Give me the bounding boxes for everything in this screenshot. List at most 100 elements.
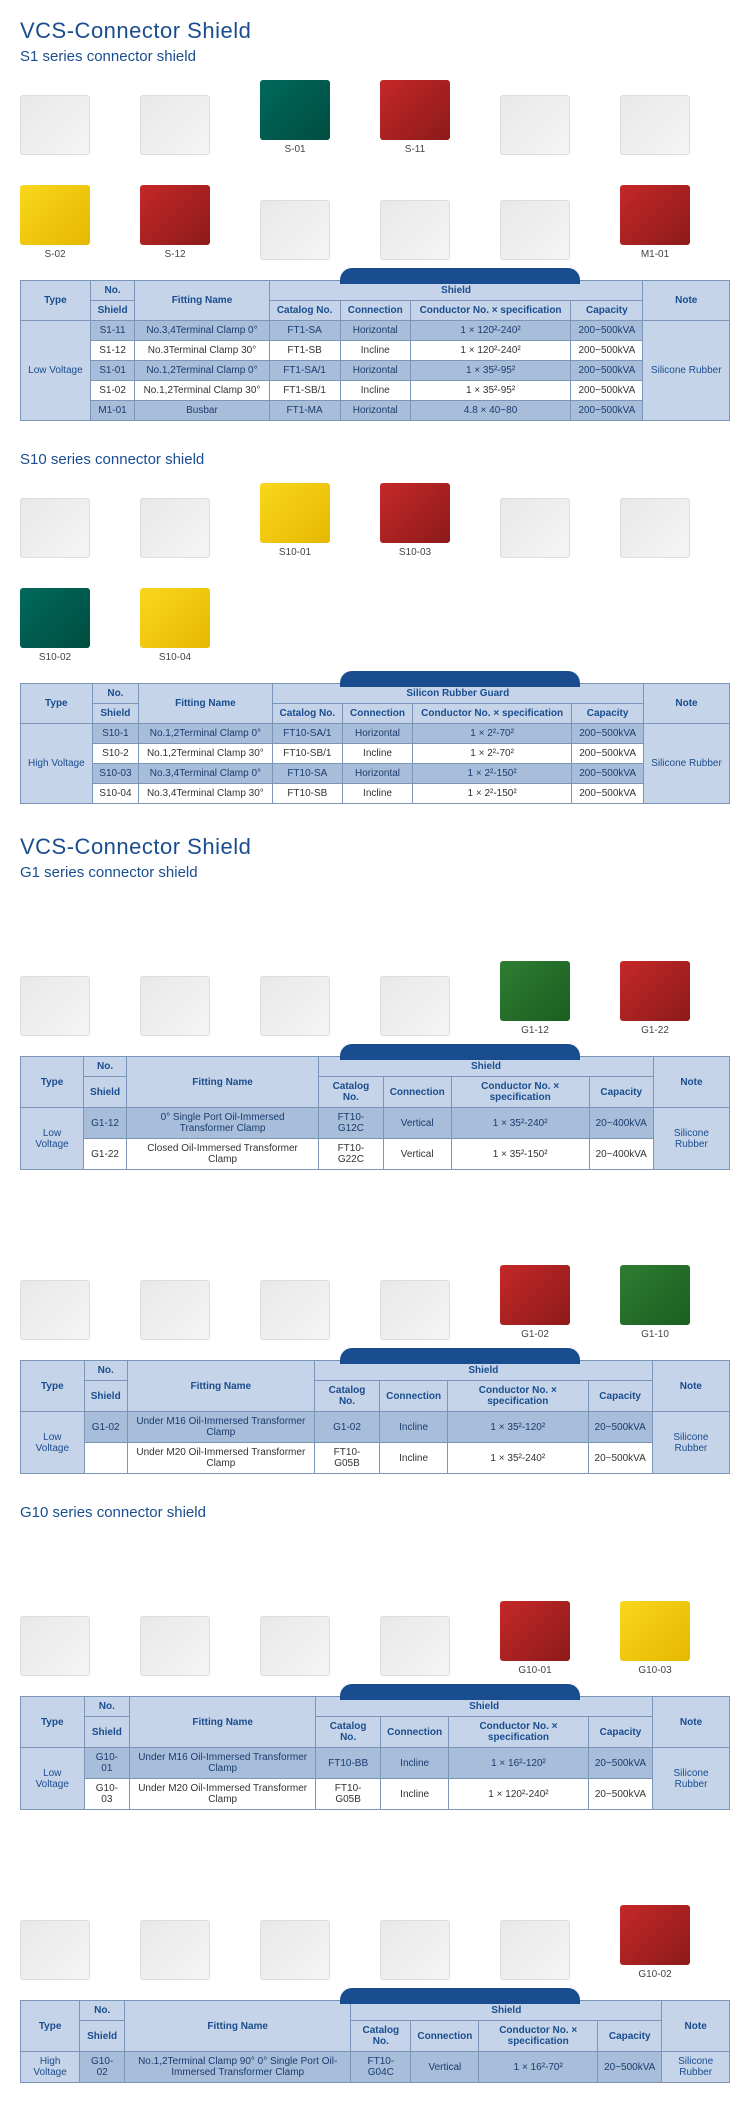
td-connection: Horizontal xyxy=(343,724,413,744)
product-image xyxy=(620,1265,690,1325)
td-catalog: FT1-SB/1 xyxy=(269,381,340,401)
td-capacity: 20~500kVA xyxy=(588,1748,652,1779)
product-item xyxy=(380,200,450,260)
product-image xyxy=(620,1601,690,1661)
td-capacity: 200~500kVA xyxy=(571,381,643,401)
th-note: Note xyxy=(653,1697,730,1748)
td-type: Low Voltage xyxy=(21,1748,85,1810)
product-image xyxy=(380,80,450,140)
product-item: S-12 xyxy=(140,185,210,260)
th-conductor: Conductor No. × specification xyxy=(449,1717,589,1748)
td-fitting: Busbar xyxy=(135,401,269,421)
th-catalog: Catalog No. xyxy=(316,1717,381,1748)
table-tab-decoration xyxy=(340,671,580,687)
th-connection: Connection xyxy=(381,1717,449,1748)
td-connection: Horizontal xyxy=(340,361,410,381)
product-image xyxy=(380,483,450,543)
product-images-row: S10-01S10-03S10-02S10-04 xyxy=(20,483,730,663)
td-fitting: No.1,2Terminal Clamp 0° xyxy=(139,724,272,744)
th-connection: Connection xyxy=(340,301,410,321)
product-item: G1-12 xyxy=(500,961,570,1036)
product-image xyxy=(20,1280,90,1340)
product-item: G1-10 xyxy=(620,1265,690,1340)
product-images-row: G10-02 xyxy=(20,1840,730,1980)
td-shield: G1-12 xyxy=(84,1108,127,1139)
sub-title: S1 series connector shield xyxy=(20,48,730,65)
product-label: G1-12 xyxy=(521,1025,549,1036)
th-connection: Connection xyxy=(411,2021,479,2052)
td-fitting: Under M16 Oil-Immersed Transformer Clamp xyxy=(130,1748,316,1779)
product-image xyxy=(500,1920,570,1980)
td-conductor: 1 × 2²-150² xyxy=(412,764,571,784)
product-image xyxy=(260,1616,330,1676)
product-item xyxy=(140,1920,210,1980)
product-images-row: G1-12 G1-22 xyxy=(20,896,730,1036)
th-fitting: Fitting Name xyxy=(139,684,272,724)
product-label: M1-01 xyxy=(641,249,669,260)
th-capacity: Capacity xyxy=(588,1381,652,1412)
product-label: S10-01 xyxy=(279,547,311,558)
table-tab-decoration xyxy=(340,1684,580,1700)
spec-table: TypeNo.Fitting NameShieldNoteShieldCatal… xyxy=(20,1360,730,1474)
spec-table: TypeNo.Fitting NameSilicon Rubber GuardN… xyxy=(20,683,730,804)
product-item xyxy=(20,976,90,1036)
th-capacity: Capacity xyxy=(571,301,643,321)
td-capacity: 20~500kVA xyxy=(588,1779,652,1810)
td-type: Low Voltage xyxy=(21,1108,84,1170)
td-conductor: 1 × 120²-240² xyxy=(449,1779,589,1810)
td-capacity: 200~500kVA xyxy=(571,321,643,341)
product-item: G1-02 xyxy=(500,1265,570,1340)
th-capacity: Capacity xyxy=(572,704,644,724)
th-shield: Shield xyxy=(84,1077,127,1108)
th-note: Note xyxy=(662,2001,730,2052)
td-catalog: FT1-SB xyxy=(269,341,340,361)
td-type: High Voltage xyxy=(21,2052,80,2083)
th-type: Type xyxy=(21,1697,85,1748)
th-shield: Shield xyxy=(84,1717,130,1748)
sub-title: G10 series connector shield xyxy=(20,1504,730,1521)
td-fitting: No.1,2Terminal Clamp 30° xyxy=(135,381,269,401)
td-conductor: 1 × 16²-70² xyxy=(479,2052,598,2083)
product-item xyxy=(260,1920,330,1980)
product-item xyxy=(20,498,90,558)
table-row: S1-12No.3Terminal Clamp 30°FT1-SBIncline… xyxy=(21,341,730,361)
main-title: VCS-Connector Shield xyxy=(20,18,730,44)
th-capacity: Capacity xyxy=(598,2021,662,2052)
product-images-row: G10-01G10-03 xyxy=(20,1536,730,1676)
table-row: Under M20 Oil-Immersed Transformer Clamp… xyxy=(21,1443,730,1474)
th-catalog: Catalog No. xyxy=(319,1077,384,1108)
th-note: Note xyxy=(653,1057,729,1108)
td-catalog: FT1-SA xyxy=(269,321,340,341)
td-capacity: 20~500kVA xyxy=(588,1443,652,1474)
td-note: Silicone Rubber xyxy=(653,1748,730,1810)
td-note: Silicone Rubber xyxy=(643,724,729,804)
th-conductor: Conductor No. × specification xyxy=(412,704,571,724)
product-image xyxy=(20,185,90,245)
product-image xyxy=(140,1616,210,1676)
product-image xyxy=(140,588,210,648)
product-item xyxy=(380,1280,450,1340)
table-row: G10-03Under M20 Oil-Immersed Transformer… xyxy=(21,1779,730,1810)
td-catalog: FT10-SA xyxy=(272,764,342,784)
product-item xyxy=(500,1920,570,1980)
td-shield: S10-2 xyxy=(92,744,139,764)
spec-table: TypeNo.Fitting NameShieldNoteShieldCatal… xyxy=(20,1696,730,1810)
product-label: G1-10 xyxy=(641,1329,669,1340)
sub-title: S10 series connector shield xyxy=(20,451,730,468)
table-row: Low VoltageG1-120° Single Port Oil-Immer… xyxy=(21,1108,730,1139)
td-catalog: FT10-G22C xyxy=(319,1139,384,1170)
td-conductor: 1 × 2²-150² xyxy=(412,784,571,804)
th-note: Note xyxy=(643,281,730,321)
product-label: G1-22 xyxy=(641,1025,669,1036)
td-catalog: FT1-SA/1 xyxy=(269,361,340,381)
product-image xyxy=(500,1265,570,1325)
th-shield: Shield xyxy=(80,2021,125,2052)
product-item: M1-01 xyxy=(620,185,690,260)
product-image xyxy=(620,185,690,245)
product-item xyxy=(260,1616,330,1676)
product-item xyxy=(500,200,570,260)
product-label: G10-03 xyxy=(638,1665,671,1676)
th-no: No. xyxy=(84,1361,127,1381)
product-item xyxy=(20,95,90,155)
td-catalog: FT10-SA/1 xyxy=(272,724,342,744)
